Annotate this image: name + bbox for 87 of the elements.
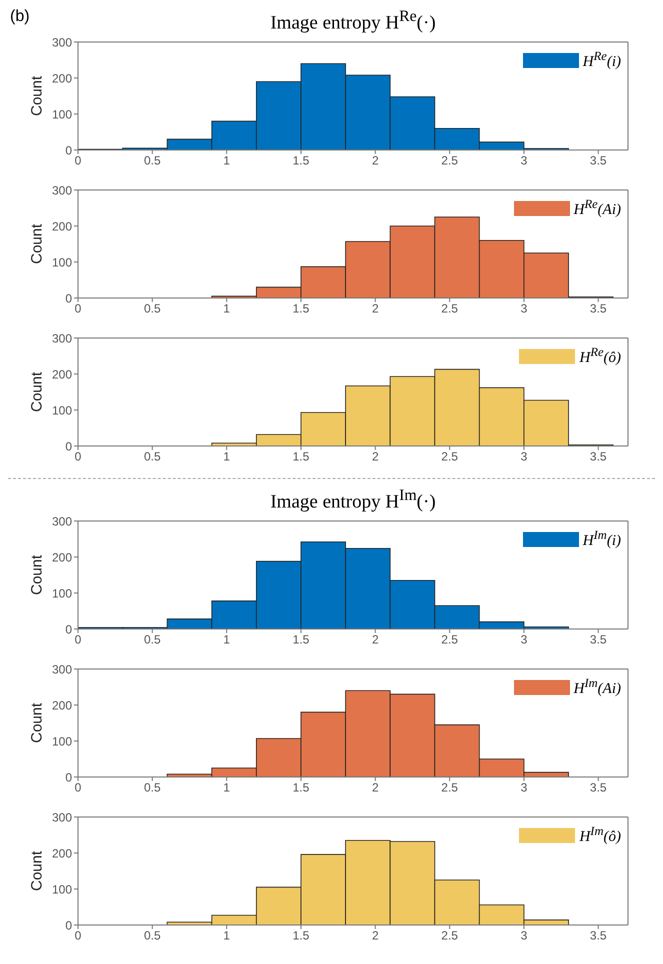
x-tick-label: 3.5 [590,450,607,464]
y-tick-label: 300 [52,662,72,676]
y-axis-title: Count [28,75,46,116]
x-tick-label: 1.5 [292,928,310,943]
x-tick-label: 2 [372,928,379,943]
x-tick-label: 3 [520,302,528,316]
x-tick-label: 3.5 [590,154,607,168]
x-tick-label: 1 [223,302,230,316]
x-tick-label: 2.5 [441,928,458,943]
x-tick-label: 3.5 [590,632,607,647]
y-tick-label: 300 [52,514,72,528]
x-tick-label: 1.5 [292,780,310,795]
y-tick-label: 0 [65,291,72,306]
x-tick-label: 0.5 [144,780,161,795]
y-axis-title: Count [28,371,46,412]
x-tick-label: 3.5 [590,928,607,943]
y-axis-title: Count [28,554,46,596]
x-tick-label: 1 [223,928,230,943]
legend-label: H$^{Im}$(ô) [579,824,621,846]
x-tick-label: 0 [74,928,82,943]
legend-label: H$^{Re}$(ô) [579,345,621,367]
y-tick-label: 0 [65,918,72,932]
x-tick-label: 2 [372,302,379,316]
x-tick-label: 3 [520,632,528,647]
y-tick-label: 0 [65,439,72,454]
x-tick-label: 1 [223,154,230,168]
x-tick-label: 2 [372,780,379,795]
y-tick-label: 200 [52,846,72,860]
y-tick-label: 0 [65,770,72,784]
y-tick-label: 100 [52,882,72,896]
x-tick-label: 0.5 [144,928,161,943]
x-tick-label: 2.5 [441,780,458,795]
x-tick-label: 1.5 [292,450,310,464]
y-axis-title: Count [28,702,46,744]
legend-label: H$^{Re}$(i) [582,49,621,71]
y-tick-label: 300 [52,331,72,346]
y-axis-title: Count [28,223,46,264]
x-tick-label: 1 [223,780,230,795]
legend-label: H$^{Re}$(Ai) [574,197,621,219]
y-tick-label: 300 [52,35,72,50]
y-tick-label: 100 [52,107,72,122]
legend-label: H$^{Im}$(Ai) [574,676,621,698]
x-tick-label: 0.5 [144,450,161,464]
x-tick-label: 0 [74,154,82,168]
chart-title: Image entropy H$^{Re}$(·) [270,8,436,34]
x-tick-label: 3 [520,928,528,943]
x-tick-label: 2 [372,154,379,168]
legend-label: H$^{Im}$(i) [582,528,621,550]
y-tick-label: 200 [52,71,72,86]
y-tick-label: 200 [52,219,72,234]
x-tick-label: 2.5 [441,302,458,316]
x-tick-label: 2 [372,632,379,647]
x-tick-label: 2.5 [441,450,458,464]
y-tick-label: 200 [52,550,72,564]
x-tick-label: 0.5 [144,302,161,316]
y-tick-label: 200 [52,367,72,382]
x-tick-label: 0.5 [144,632,161,647]
x-tick-label: 0 [74,302,82,316]
y-tick-label: 0 [65,622,72,636]
y-tick-label: 100 [52,734,72,748]
x-tick-label: 0.5 [144,154,161,168]
y-tick-label: 200 [52,698,72,712]
x-tick-label: 3 [520,450,528,464]
text: (b) [10,8,30,26]
x-tick-label: 1 [223,450,230,464]
x-tick-label: 3 [520,154,528,168]
y-tick-label: 300 [52,183,72,198]
y-tick-label: 300 [52,810,72,824]
x-tick-label: 2 [372,450,379,464]
x-tick-label: 2.5 [441,154,458,168]
x-tick-label: 0 [74,632,82,647]
y-tick-label: 100 [52,403,72,418]
x-tick-label: 2.5 [441,632,458,647]
x-tick-label: 3 [520,780,528,795]
x-tick-label: 1 [223,632,230,647]
x-tick-label: 1.5 [292,154,310,168]
x-tick-label: 0 [74,780,82,795]
x-tick-label: 3.5 [590,302,607,316]
y-tick-label: 100 [52,586,72,600]
x-tick-label: 1.5 [292,632,310,647]
x-tick-label: 3.5 [590,780,607,795]
x-tick-label: 0 [74,450,82,464]
x-tick-label: 1.5 [292,302,310,316]
y-tick-label: 0 [65,143,72,158]
y-tick-label: 100 [52,255,72,270]
chart-title: Image entropy H$^{Im}$(·) [269,487,437,513]
y-axis-title: Count [28,850,46,892]
